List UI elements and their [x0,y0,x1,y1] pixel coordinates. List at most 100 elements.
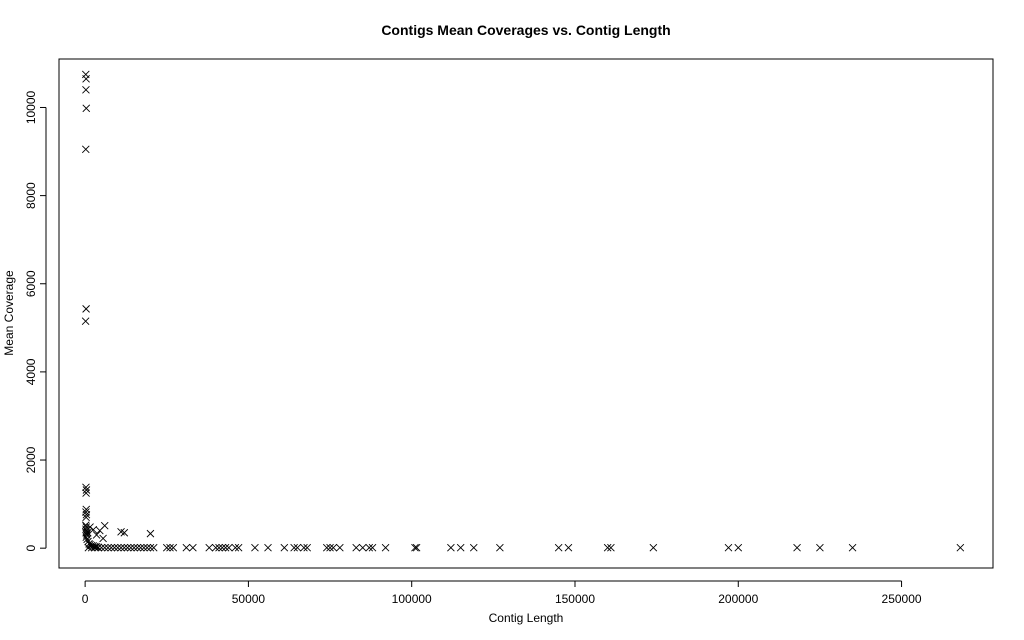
data-point [120,543,129,552]
x-tick-label: 100000 [392,592,432,606]
data-point [607,543,615,552]
data-point [182,543,191,552]
data-point [496,543,504,552]
data-point [91,543,99,552]
data-point [83,528,92,537]
plot-area-frame [58,58,994,569]
data-point [82,75,90,83]
data-point [264,543,272,552]
data-point [336,543,344,552]
data-point [300,543,308,552]
data-point [724,543,733,552]
data-point [89,525,98,534]
x-tick-label: 0 [82,592,89,606]
x-tick-label: 150000 [555,592,595,606]
x-tick-label: 200000 [718,592,758,606]
data-point [143,543,151,552]
data-point [94,543,103,552]
data-point [82,533,91,541]
data-point [218,543,227,552]
data-point [100,543,109,552]
data-point [83,535,91,544]
data-point [412,543,421,552]
data-point [107,543,116,552]
data-point [130,543,138,552]
data-point [82,486,91,494]
data-point [251,543,259,552]
chart-title: Contigs Mean Coverages vs. Contig Length [381,22,670,38]
data-point [322,543,331,552]
y-tick-label: 2000 [24,446,38,473]
data-point [554,543,563,552]
data-point [146,529,155,538]
data-point [92,531,101,539]
data-point [82,104,91,113]
data-point [166,543,174,552]
data-point [368,543,377,552]
data-point [734,543,743,552]
data-point [127,543,135,552]
data-point [84,543,93,552]
data-point [87,543,96,552]
data-point [224,543,233,552]
data-point [326,543,334,552]
data-point [82,86,90,94]
data-point [82,483,90,492]
data-point [146,543,155,552]
data-point [365,543,374,552]
data-point [136,543,145,552]
data-point [169,543,178,552]
data-point [447,543,455,552]
y-tick-label: 10000 [24,90,38,124]
data-point [816,543,824,552]
data-point [469,543,478,552]
data-points [81,70,965,552]
data-point [113,543,122,552]
data-point [82,305,90,313]
data-point [123,543,132,552]
data-point [649,543,658,552]
data-point [100,521,109,530]
data-point [99,534,107,543]
y-axis-label: Mean Coverage [2,270,16,356]
data-point [82,513,90,522]
data-point [956,543,965,552]
x-tick-label: 250000 [882,592,922,606]
data-point [456,543,465,552]
data-point [215,543,223,552]
data-point [133,543,142,552]
data-point [303,543,312,552]
data-point [82,510,91,519]
data-point [793,543,801,552]
data-point [140,543,148,552]
data-point [358,543,367,552]
y-tick-label: 8000 [24,182,38,209]
data-point [104,543,112,552]
data-point [81,145,90,154]
data-point [411,543,419,552]
data-point [293,543,302,552]
x-axis: 0 50000 100000 150000 200000 250000 [82,580,922,606]
x-tick-label: 50000 [232,592,266,606]
data-point [189,543,197,552]
data-point [162,543,171,552]
x-axis-label: Contig Length [489,611,564,625]
data-point [97,543,106,552]
data-point [211,543,220,552]
data-point [381,543,390,552]
y-tick-label: 4000 [24,358,38,385]
y-axis: 0 2000 4000 6000 8000 10000 [24,90,47,552]
data-point [82,489,90,497]
data-point [82,523,91,531]
data-point [120,528,129,537]
data-point [149,543,158,552]
data-point [110,543,119,552]
data-point [280,543,289,552]
data-point [234,543,243,552]
y-tick-label: 0 [24,545,38,552]
data-point [221,543,230,552]
data-point [352,543,361,552]
data-point [81,317,90,326]
data-point [564,543,573,552]
